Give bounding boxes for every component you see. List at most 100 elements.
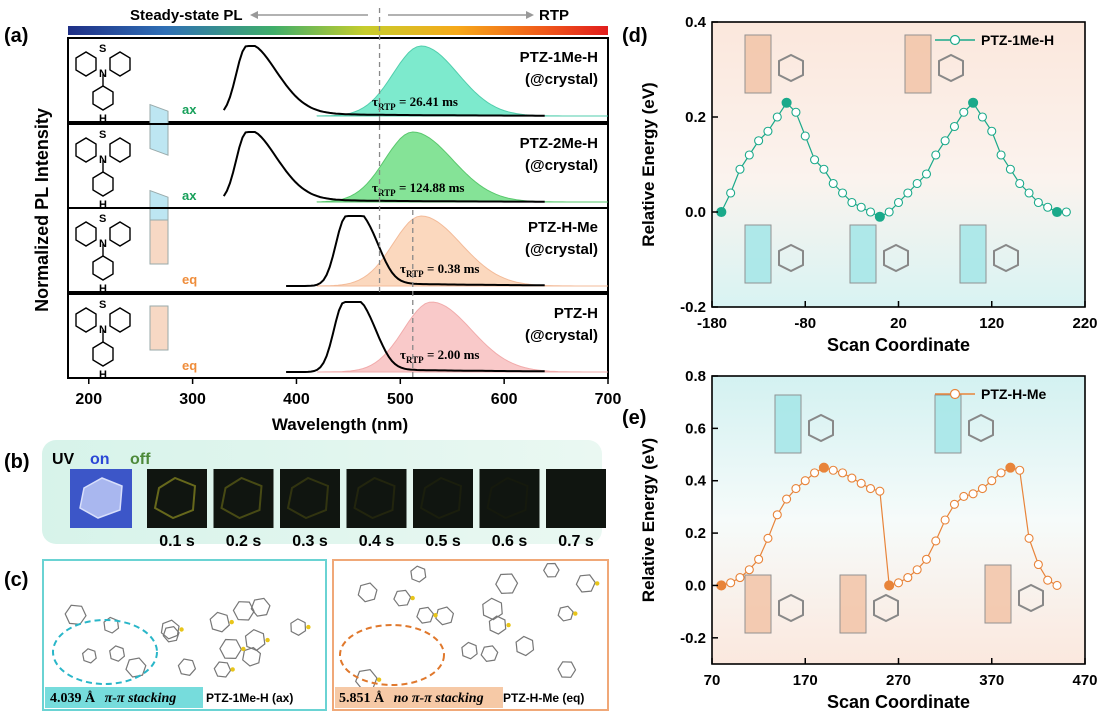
data-point xyxy=(735,573,745,583)
molecule-ring xyxy=(160,619,180,640)
x-tick-label: 20 xyxy=(890,315,907,332)
heteroatom xyxy=(265,637,270,643)
x-tick-label: 600 xyxy=(491,391,518,408)
afterglow-crystal xyxy=(353,476,396,520)
chart-d: -180 -80 20 120 220 -0.2 0.0 0.2 0.4 Scan Coordin… xyxy=(639,14,1098,355)
heteroatom xyxy=(241,646,246,652)
data-point xyxy=(772,510,782,520)
color-spectrum-bar xyxy=(68,26,608,35)
left-arrow-head xyxy=(250,11,258,19)
panel-label-d: (d) xyxy=(622,25,648,47)
pl-spectrum xyxy=(222,45,545,117)
x-tick-label: 500 xyxy=(387,391,414,408)
spectrum-row-frame xyxy=(67,37,609,123)
phenyl-ring xyxy=(808,413,834,443)
data-point xyxy=(1024,533,1034,543)
molecule-ring xyxy=(557,605,574,622)
molecule-ring xyxy=(495,573,519,595)
structure-aryl-ring xyxy=(92,85,114,111)
compound-name: PTZ-H-Me xyxy=(528,219,598,236)
data-point xyxy=(810,155,820,165)
phenyl-ring xyxy=(993,243,1019,273)
afterglow-crystal xyxy=(286,476,330,520)
data-point xyxy=(1015,178,1025,189)
conformer-image xyxy=(744,34,772,94)
data-point xyxy=(903,573,913,583)
legend-label: PTZ-1Me-H xyxy=(981,32,1054,48)
phenyl-ring xyxy=(873,593,899,623)
structure-left-ring xyxy=(75,221,97,247)
molecule-ring xyxy=(488,615,507,635)
data-point xyxy=(959,107,969,117)
data-point xyxy=(977,112,987,122)
panel-c-left-box xyxy=(42,559,327,711)
data-point xyxy=(754,136,764,146)
data-point xyxy=(968,489,978,499)
afterglow-time-label: 0.2 s xyxy=(226,533,262,550)
data-point xyxy=(1052,580,1062,591)
heteroatom xyxy=(410,595,415,601)
x-tick-label: 270 xyxy=(886,672,911,689)
data-point xyxy=(1005,164,1015,174)
molecule-ring xyxy=(416,606,435,624)
data-point xyxy=(1015,465,1025,475)
uv-on-label: on xyxy=(90,451,110,468)
x-tick-label: 200 xyxy=(75,391,102,408)
afterglow-photo xyxy=(280,469,340,528)
heteroatom xyxy=(306,624,311,630)
structure-right-ring xyxy=(109,51,131,77)
panel-c-right-box xyxy=(332,559,609,711)
ax-stacking-highlight xyxy=(45,687,203,708)
data-point xyxy=(893,197,904,208)
y-tick-label: 0.6 xyxy=(685,420,706,437)
phenyl-ring xyxy=(883,243,909,273)
rtp-spectrum xyxy=(316,131,608,203)
crystal-state: (@crystal) xyxy=(525,157,598,174)
plot-background xyxy=(712,376,1085,664)
nitrogen-atom-label: N xyxy=(99,238,107,250)
molecule-ring xyxy=(461,641,478,660)
hydrogen-atom-label: H xyxy=(99,369,107,381)
panel-a-rows: S N Hax PTZ-1Me-H (@crystal) τRTP = 26.41 ms S… xyxy=(67,8,609,381)
data-point xyxy=(810,468,820,478)
highlight-point xyxy=(818,462,829,473)
afterglow-time-label: 0.3 s xyxy=(292,533,328,550)
data-point xyxy=(772,112,782,122)
conformer-image xyxy=(744,574,772,634)
pl-spectrum xyxy=(286,301,545,373)
x-axis-label: Scan Coordinate xyxy=(827,692,970,712)
conformer-image xyxy=(904,34,932,94)
panel-label-b: (b) xyxy=(4,451,30,473)
y-tick-label: 0.8 xyxy=(685,368,706,385)
heteroatom xyxy=(229,619,234,625)
conformer-image xyxy=(839,574,867,634)
afterglow-crystal xyxy=(419,476,463,520)
panel-a-ylabel: Normalized PL Intensity xyxy=(32,108,52,312)
data-point xyxy=(856,202,866,212)
data-point xyxy=(912,178,922,189)
data-point xyxy=(819,164,829,174)
x-tick-label: 170 xyxy=(793,672,818,689)
conformer-image xyxy=(934,394,962,454)
legend-marker xyxy=(949,388,961,400)
panel-label-a: (a) xyxy=(4,25,28,47)
data-point xyxy=(940,515,950,525)
phenyl-ring xyxy=(1018,583,1044,613)
afterglow-photo xyxy=(346,469,407,528)
heteroatom xyxy=(230,667,235,672)
eq-stacking-highlight xyxy=(335,687,503,708)
rtp-spectrum xyxy=(316,45,608,117)
ax-stacking-ellipse xyxy=(52,619,158,685)
phenyl-ring xyxy=(938,53,964,83)
y-axis-label: Relative Energy (eV) xyxy=(639,438,658,602)
afterglow-crystal xyxy=(153,476,197,520)
molecule-ring xyxy=(250,597,271,617)
data-point xyxy=(865,484,876,494)
afterglow-time-label: 0.5 s xyxy=(425,533,461,550)
molecule-ring xyxy=(213,661,232,678)
afterglow-crystal xyxy=(220,476,263,520)
structure-aryl-ring xyxy=(92,255,114,281)
heteroatom xyxy=(433,613,438,618)
x-tick-label: 70 xyxy=(704,672,721,689)
